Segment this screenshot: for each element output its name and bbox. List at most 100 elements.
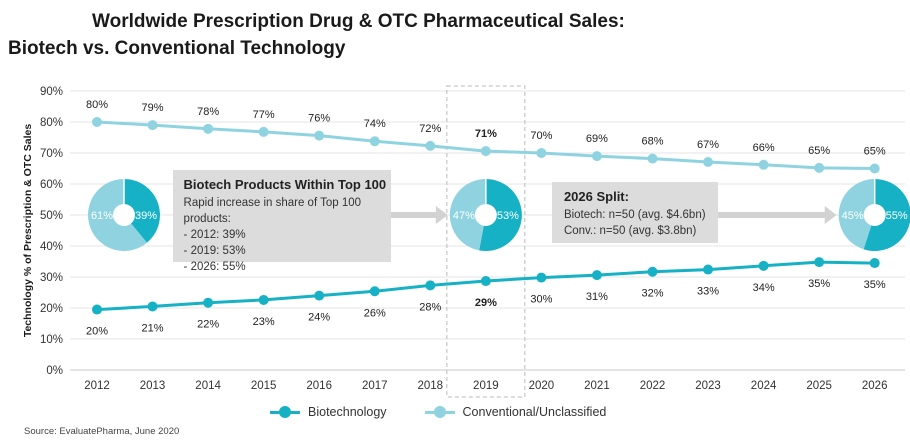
data-label: 74% [364,118,386,130]
y-tick-label: 50% [40,210,63,222]
chart-title-line-1: Worldwide Prescription Drug & OTC Pharma… [92,11,625,32]
y-tick-label: 80% [40,117,63,129]
x-tick-label: 2019 [473,380,499,392]
data-label: 35% [808,278,830,290]
data-point [591,270,602,281]
data-point [536,148,547,158]
top100-callout-line: - 2019: 53% [183,245,246,257]
x-tick-label: 2026 [862,380,888,392]
x-tick-label: 2020 [529,380,555,392]
split-callout-line: Conv.: n=50 (avg. $3.8bn) [563,225,697,237]
x-tick-label: 2023 [695,380,721,392]
data-point [258,126,269,137]
data-label: 76% [308,113,330,125]
arrow-shaft [718,212,827,218]
data-point [814,257,825,268]
pie-slice-conventional [449,179,486,251]
legend-swatch-biotechnology [270,405,300,419]
x-tick-label: 2018 [418,380,444,392]
top100-callout-line: - 2012: 39% [183,229,246,241]
data-label: 20% [86,326,108,338]
x-tick-label: 2015 [251,380,277,392]
data-point [314,290,325,301]
data-label: 80% [86,99,108,111]
data-label: 77% [253,109,275,121]
data-point [147,120,158,131]
data-label: 65% [808,145,830,157]
top100-callout-title: Biotech Products Within Top 100 [183,177,387,192]
data-point [814,162,825,173]
data-point [369,136,380,147]
data-point [314,130,325,141]
data-label: 28% [419,301,441,313]
data-point [203,123,214,134]
pie-hole [863,204,886,226]
data-label: 78% [197,106,219,118]
pie-2019: 53% 47% [449,179,522,251]
data-label: 35% [864,279,886,291]
pie-slice-conventional [838,179,875,250]
data-point [536,272,547,283]
data-label: 29% [475,297,497,309]
data-point [425,280,436,291]
data-label: 70% [530,130,552,142]
y-tick-label: 20% [40,303,63,315]
legend-label-conventional: Conventional/Unclassified [462,405,607,419]
x-tick-label: 2016 [306,380,332,392]
pie-2012: 39% 61% [88,179,161,252]
data-label: 30% [530,294,552,306]
x-tick-label: 2013 [140,380,166,392]
y-tick-label: 40% [40,241,63,253]
data-point [591,151,602,162]
x-tick-label: 2012 [84,380,110,392]
data-label: 31% [586,291,608,303]
data-label: 69% [586,133,608,145]
pie-hole [113,204,135,226]
top100-callout: Biotech Products Within Top 100 Rapid in… [172,170,391,273]
data-point [147,301,158,312]
legend-label-biotechnology: Biotechnology [308,405,387,419]
y-tick-label: 70% [40,148,63,160]
y-tick-label: 30% [40,272,63,284]
data-label: 72% [419,123,441,135]
data-point [703,156,714,167]
legend-item-biotechnology[interactable]: Biotechnology [270,405,387,419]
y-axis-title: Technology % of Prescription & OTC Sales [22,124,34,338]
pie-slice-biotechnology [124,179,161,243]
pie-label-biotechnology: 39% [135,210,157,222]
data-point [869,163,880,174]
x-tick-label: 2021 [584,380,610,392]
arrow-shaft [390,212,438,218]
x-tick-label: 2022 [640,380,666,392]
data-label: 26% [364,307,386,319]
y-tick-label: 0% [46,365,63,377]
data-label: 71% [475,128,497,140]
data-label: 79% [142,102,164,114]
data-point [425,140,436,151]
data-point [92,117,102,127]
data-label: 65% [864,146,886,158]
top100-callout-line: - 2026: 55% [183,261,246,273]
pie-label-biotechnology: 55% [886,210,908,222]
arrows [390,206,837,224]
pie-label-conventional: 47% [453,210,475,222]
data-point [203,297,214,308]
data-label: 24% [308,312,330,324]
pie-label-conventional: 61% [91,210,113,222]
pie-hole [474,204,497,226]
chart-title: Worldwide Prescription Drug & OTC Pharma… [0,8,740,62]
data-label: 23% [253,316,275,328]
data-label: 66% [753,142,775,154]
x-tick-label: 2014 [195,380,221,392]
data-point [92,304,102,315]
split-callout-title: 2026 Split: [563,189,629,204]
data-label: 67% [697,139,719,151]
split-callout: 2026 Split: Biotech: n=50 (avg. $4.6bn) … [551,182,719,243]
legend: Biotechnology Conventional/Unclassified [270,405,644,419]
y-tick-label: 90% [40,86,63,98]
data-point [369,286,380,297]
legend-item-conventional[interactable]: Conventional/Unclassified [424,405,607,419]
data-label: 22% [197,319,219,331]
x-tick-label: 2025 [806,380,832,392]
